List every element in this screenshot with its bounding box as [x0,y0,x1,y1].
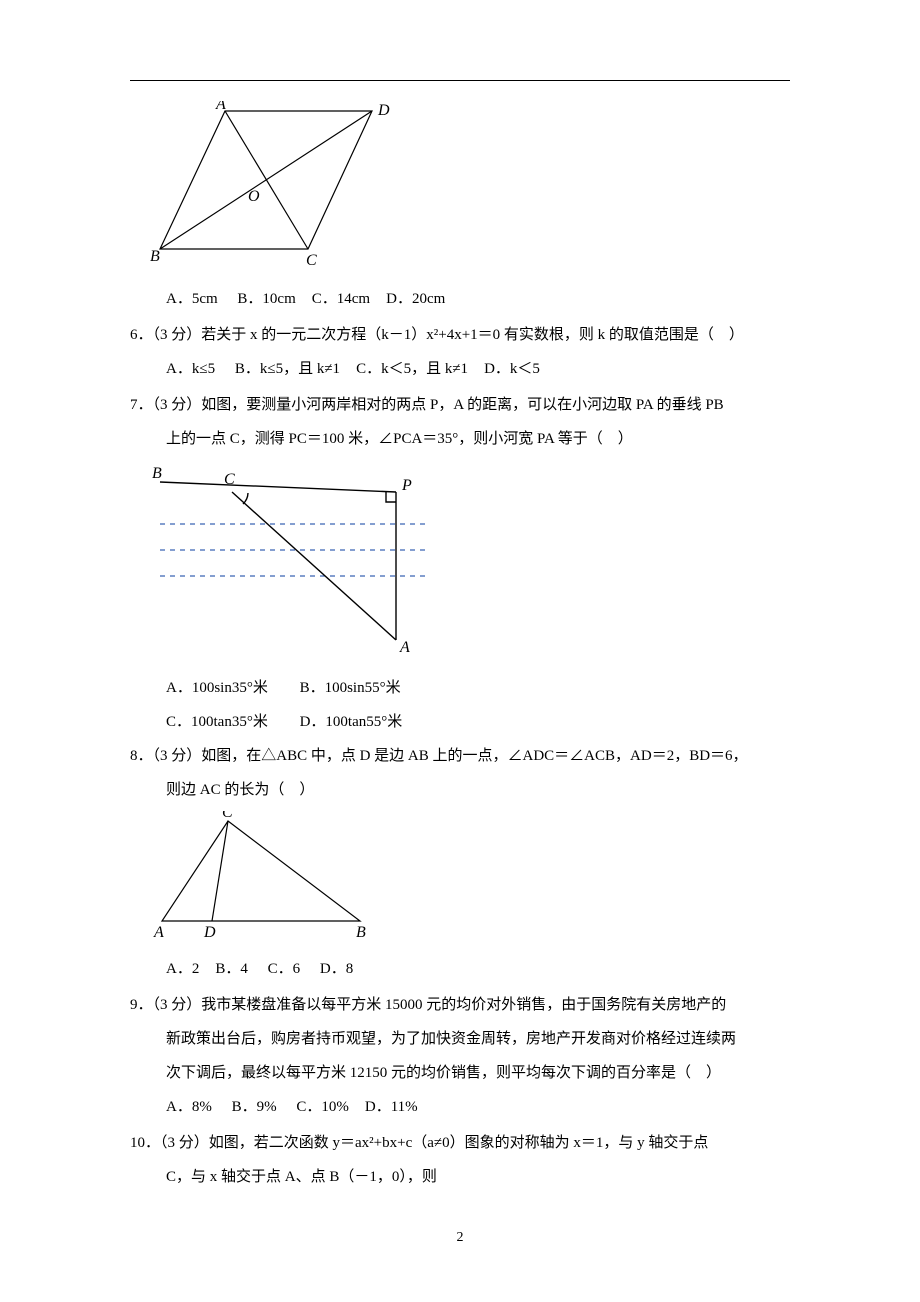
q6-optB: B．k≤5，且 k≠1 [235,354,340,384]
q6-options: A．k≤5 B．k≤5，且 k≠1 C．k＜5，且 k≠1 D．k＜5 [130,354,790,384]
q8-figure: A D B C [150,811,790,946]
q8-optC: C．6 [268,954,301,984]
q6-optD: D．k＜5 [484,354,540,384]
label-B: B [152,465,162,482]
triangle-diagram: A D B C [150,811,380,941]
q9-stem-line3: 次下调后，最终以每平方米 12150 元的均价销售，则平均每次下调的百分率是（ … [130,1058,790,1088]
q7-figure: B C P A [150,460,790,665]
q8-optA: A．2 [166,954,199,984]
river-width-diagram: B C P A [150,460,440,660]
q8-optB: B．4 [215,954,248,984]
top-divider [130,80,790,81]
q9-stem-line1: 9．（3 分）我市某楼盘准备以每平方米 15000 元的均价对外销售，由于国务院… [130,990,790,1020]
label-A: A [399,639,410,656]
q9-optD: D．11% [365,1092,418,1122]
q6-stem: 6．（3 分）若关于 x 的一元二次方程（k－1）x²+4x+1＝0 有实数根，… [130,320,790,350]
q7-options-row1: A．100sin35°米 B．100sin55°米 [130,673,790,703]
label-C: C [306,252,317,269]
q5-optB: B．10cm [237,284,295,314]
page-container: A D B C O A．5cm B．10cm C．14cm D．20cm 6．（3 … [0,0,920,1286]
label-C: C [222,811,233,821]
parallelogram-diagram: A D B C O [150,101,400,271]
q8-options: A．2 B．4 C．6 D．8 [130,954,790,984]
q8-optD: D．8 [320,954,353,984]
q7-optA: A．100sin35°米 [166,673,268,703]
label-D: D [203,924,216,941]
q9-optA: A．8% [166,1092,212,1122]
q5-options: A．5cm B．10cm C．14cm D．20cm [130,284,790,314]
q7-options-row2: C．100tan35°米 D．100tan55°米 [130,707,790,737]
q9-optB: B．9% [232,1092,277,1122]
q5-optC: C．14cm [312,284,370,314]
q7-stem-line2: 上的一点 C，测得 PC＝100 米，∠PCA＝35°，则小河宽 PA 等于（ … [130,424,790,454]
q9-options: A．8% B．9% C．10% D．11% [130,1092,790,1122]
label-A: A [153,924,164,941]
q5-optD: D．20cm [386,284,445,314]
label-A: A [215,101,226,113]
label-B: B [150,248,160,265]
label-C: C [224,471,235,488]
page-number: 2 [130,1230,790,1246]
q5-figure: A D B C O [150,101,790,276]
label-B: B [356,924,366,941]
q5-optA: A．5cm [166,284,218,314]
label-P: P [401,477,412,494]
q10-stem-line1: 10．（3 分）如图，若二次函数 y＝ax²+bx+c（a≠0）图象的对称轴为 … [130,1128,790,1158]
q9-stem-line2: 新政策出台后，购房者持币观望，为了加快资金周转，房地产开发商对价格经过连续两 [130,1024,790,1054]
q7-optD: D．100tan55°米 [300,707,403,737]
q8-stem-line1: 8．（3 分）如图，在△ABC 中，点 D 是边 AB 上的一点，∠ADC＝∠A… [130,741,790,771]
q7-stem-line1: 7．（3 分）如图，要测量小河两岸相对的两点 P，A 的距离，可以在小河边取 P… [130,390,790,420]
q9-optC: C．10% [296,1092,349,1122]
q7-optB: B．100sin55°米 [300,673,401,703]
q6-optC: C．k＜5，且 k≠1 [356,354,468,384]
q10-stem-line2: C，与 x 轴交于点 A、点 B（－1，0），则 [130,1162,790,1192]
label-D: D [377,102,390,119]
q7-optC: C．100tan35°米 [166,707,268,737]
q6-optA: A．k≤5 [166,354,215,384]
label-O: O [248,188,260,205]
q8-stem-line2: 则边 AC 的长为（ ） [130,775,790,805]
